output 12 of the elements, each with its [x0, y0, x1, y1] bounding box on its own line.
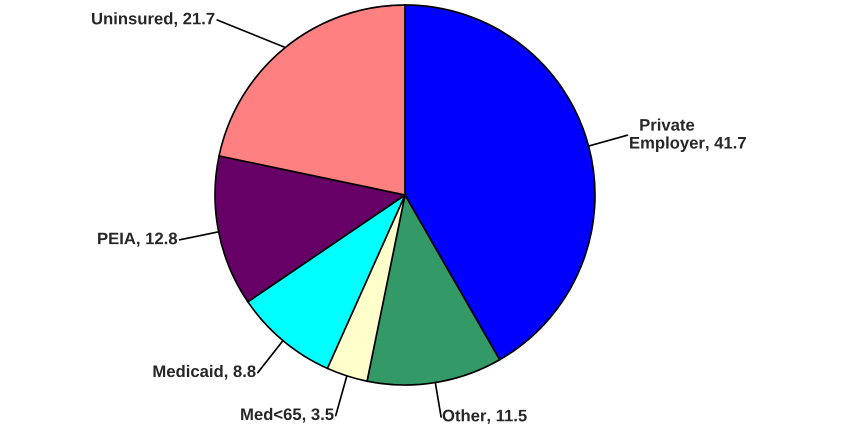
- slice-label: Medicaid: [154, 364, 223, 378]
- data-label: , 11.5: [488, 410, 527, 424]
- data-label: , 3.5: [302, 408, 334, 423]
- data-label: , 12.8: [137, 232, 178, 247]
- slice-label: Med<65: [241, 408, 302, 420]
- slice-label: Other: [442, 409, 486, 422]
- slice-label: Private Employer: [630, 118, 705, 152]
- data-label: , 21.7: [174, 12, 214, 27]
- slice-label: Uninsured: [92, 12, 172, 24]
- slice-label: PEIA: [98, 232, 136, 244]
- data-label: , 41.7: [706, 137, 746, 152]
- data-label: , 8.8: [224, 365, 256, 380]
